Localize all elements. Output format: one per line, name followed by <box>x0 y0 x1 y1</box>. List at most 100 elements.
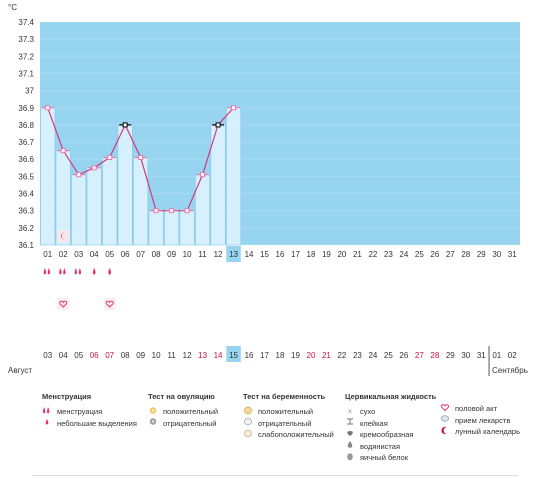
date-label: 17 <box>260 351 269 360</box>
temperature-point <box>76 172 82 178</box>
legend-label: водянистая <box>360 441 401 451</box>
temperature-point <box>215 122 221 128</box>
cycle-day-label: 22 <box>368 250 377 259</box>
legend-item: отрицательный <box>243 417 334 430</box>
cycle-day-label: 18 <box>307 250 316 259</box>
legend-label: прием лекарств <box>455 415 511 425</box>
temperature-point <box>91 165 97 171</box>
legend-label: положительный <box>258 407 314 417</box>
date-label: 15 <box>229 351 238 360</box>
y-tick-label: 36.4 <box>18 190 34 199</box>
date-label: 13 <box>198 351 207 360</box>
pregnancy-positive-icon <box>243 406 253 418</box>
date-label: 05 <box>74 351 83 360</box>
temperature-bar <box>40 107 56 246</box>
cycle-day-label: 05 <box>105 250 114 259</box>
cycle-day-label: 10 <box>183 250 192 259</box>
legend-label: положительный <box>163 407 219 417</box>
date-label: 14 <box>214 351 223 360</box>
date-label: 28 <box>430 351 439 360</box>
temperature-point <box>200 172 206 178</box>
legend-item: слабоположительный <box>243 429 334 441</box>
cycle-day-label: 26 <box>430 250 439 259</box>
date-label: 07 <box>105 351 114 360</box>
legend-label: небольшие выделения <box>57 418 137 428</box>
legend-title: Менструация <box>42 392 92 401</box>
y-tick-label: 36.9 <box>18 104 34 113</box>
legend-item: клейкая <box>345 418 436 430</box>
legend-label: кремообразная <box>360 430 414 440</box>
moon-icon <box>57 230 70 242</box>
legend-label: отрицательный <box>163 418 217 428</box>
menstruation-icon <box>59 268 66 275</box>
cycle-day-label: 27 <box>446 250 455 259</box>
date-label: 25 <box>384 351 393 360</box>
legend-menstruation: Менструация менструация небольшие выделе… <box>42 392 137 429</box>
heart-icon <box>440 403 450 415</box>
cycle-day-label: 09 <box>167 250 176 259</box>
legend-other: половой акт прием лекарств лунный календ… <box>440 403 520 438</box>
legend-cervical: Цервикальная жидкость × сухо клейкая кре… <box>345 392 436 464</box>
cycle-day-label: 24 <box>399 250 408 259</box>
legend-label: половой акт <box>455 404 498 414</box>
temperature-point <box>122 122 128 128</box>
date-label: 03 <box>43 351 52 360</box>
temperature-bar <box>179 210 195 246</box>
temperature-point <box>184 208 190 214</box>
month-label: Август <box>8 366 32 375</box>
y-tick-label: 37.1 <box>18 69 34 78</box>
menstruation-drops-icon <box>74 268 82 275</box>
temperature-point <box>45 105 51 111</box>
date-label: 27 <box>415 351 424 360</box>
menstruation-icon <box>43 268 51 275</box>
legend-label: лунный календарь <box>455 427 521 437</box>
y-tick-label: 36.7 <box>18 138 34 147</box>
cycle-day-label: 31 <box>508 250 517 259</box>
date-label: 10 <box>152 351 161 360</box>
pregnancy-weak-icon <box>243 429 253 441</box>
cycle-day-label: 01 <box>43 250 52 259</box>
bbt-chart: °C37.4 37.3 37.2 37.1 37 36.9 36.8 36.7 36.6 36.5… <box>8 3 528 376</box>
cycle-day-label: 17 <box>291 250 300 259</box>
cycle-day-label: 15 <box>260 250 269 259</box>
date-label: 21 <box>322 351 331 360</box>
date-label: 06 <box>90 351 99 360</box>
date-label: 11 <box>167 351 176 360</box>
y-tick-label: 36.5 <box>18 172 34 181</box>
heart-icon <box>103 298 116 310</box>
pill-icon <box>440 414 450 426</box>
temperature-bar <box>86 167 102 246</box>
legend-item: × сухо <box>345 406 436 418</box>
y-tick-label: 37.3 <box>18 35 34 44</box>
date-label: 12 <box>183 351 192 360</box>
cycle-day-label: 28 <box>461 250 470 259</box>
legend-label: яичный белок <box>360 453 409 463</box>
menstruation-icon <box>92 268 96 275</box>
cycle-day-label: 25 <box>415 250 424 259</box>
date-label: 23 <box>353 351 362 360</box>
date-label: 26 <box>399 351 408 360</box>
cycle-day-label: 19 <box>322 250 331 259</box>
temperature-bar <box>148 210 164 246</box>
y-tick-label: 37 <box>25 87 34 96</box>
cycle-day-label: 13 <box>229 250 238 259</box>
legend-label: менструация <box>57 407 103 417</box>
legend-title: Тест на овуляцию <box>148 392 215 401</box>
date-label: 20 <box>307 351 316 360</box>
cycle-day-label: 16 <box>276 250 285 259</box>
cycle-day-label: 20 <box>337 250 346 259</box>
menstruation-drops-icon <box>43 268 51 275</box>
date-label: 19 <box>291 351 300 360</box>
menstruation-icon <box>108 268 112 275</box>
cycle-day-label: 06 <box>121 250 130 259</box>
pregnancy-negative-icon <box>243 417 253 429</box>
legend-pregnancy: Тест на беременность положительный отриц… <box>243 392 334 441</box>
legend-item: положительный <box>148 406 218 418</box>
legend-item: прием лекарств <box>440 415 520 427</box>
y-tick-label: 37.4 <box>18 18 34 27</box>
legend-item: отрицательный <box>148 418 218 430</box>
y-tick-label: 36.1 <box>18 241 34 250</box>
watery-icon <box>345 440 355 452</box>
temperature-bar <box>164 210 180 246</box>
cycle-day-label: 08 <box>152 250 161 259</box>
